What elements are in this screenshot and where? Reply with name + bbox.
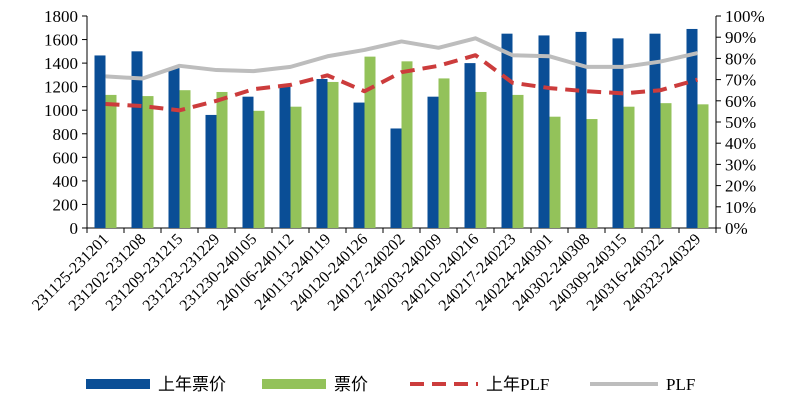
bar-fare	[105, 94, 117, 229]
line-last-year-plf	[105, 53, 699, 113]
bar-last-year-fare	[316, 79, 328, 228]
bar-fare	[179, 90, 191, 228]
legend-label: PLF	[666, 375, 695, 394]
bar-fare	[586, 119, 598, 228]
bar-fare	[216, 91, 228, 228]
bar-last-year-fare	[390, 128, 402, 228]
right-tick-label: 60%	[725, 92, 756, 111]
right-axis-ticks: 0% 10% 20% 30% 40% 50% 60% 70% 80% 90% 100%	[716, 7, 765, 238]
bar-last-year-fare	[464, 63, 476, 228]
legend-swatch	[262, 379, 326, 389]
legend-swatch	[86, 379, 150, 389]
bars	[94, 28, 709, 229]
left-tick-label: 600	[53, 148, 79, 167]
line-plf	[105, 36, 698, 81]
bar-last-year-fare	[279, 85, 291, 228]
bar-last-year-fare	[612, 38, 624, 228]
bar-last-year-fare	[538, 35, 550, 228]
bar-fare	[660, 103, 672, 228]
bar-fare	[549, 116, 561, 228]
right-tick-label: 30%	[725, 155, 756, 174]
left-axis-ticks: 0 200 400 600 800 1000 1200 1400 1600 1800	[44, 7, 87, 238]
right-tick-label: 0%	[725, 219, 748, 238]
legend-label: 票价	[334, 375, 368, 394]
legend-label: 上年PLF	[486, 375, 549, 394]
bar-last-year-fare	[649, 33, 661, 228]
right-tick-label: 100%	[725, 7, 765, 26]
left-tick-label: 400	[53, 172, 79, 191]
bar-fare	[290, 106, 302, 228]
bar-last-year-fare	[575, 31, 587, 229]
bar-fare	[253, 110, 265, 228]
bar-fare	[438, 78, 450, 228]
left-tick-label: 1800	[44, 7, 78, 26]
lines	[105, 36, 699, 113]
right-tick-label: 80%	[725, 49, 756, 68]
bar-last-year-fare	[205, 114, 217, 228]
bar-last-year-fare	[94, 55, 106, 229]
left-tick-label: 1400	[44, 54, 78, 73]
right-tick-label: 70%	[725, 71, 756, 90]
bar-fare	[327, 81, 339, 228]
left-tick-label: 200	[53, 195, 79, 214]
left-tick-label: 1200	[44, 78, 78, 97]
bar-last-year-fare	[353, 102, 365, 228]
right-tick-label: 50%	[725, 113, 756, 132]
bar-fare	[142, 96, 154, 228]
left-tick-label: 800	[53, 125, 79, 144]
category-labels: 231125-231201231202-231208231209-2312152…	[29, 231, 704, 315]
left-tick-label: 1600	[44, 31, 78, 50]
bar-fare	[697, 104, 709, 228]
legend-label: 上年票价	[158, 375, 226, 394]
bar-last-year-fare	[131, 51, 143, 229]
bar-last-year-fare	[168, 67, 180, 228]
right-tick-label: 20%	[725, 177, 756, 196]
bar-last-year-fare	[501, 33, 513, 228]
right-tick-label: 40%	[725, 134, 756, 153]
bar-fare	[475, 91, 487, 228]
bar-last-year-fare	[686, 28, 698, 229]
bar-fare	[512, 94, 524, 229]
bar-fare	[401, 61, 413, 228]
legend: 上年票价 票价 上年PLF PLF	[86, 375, 695, 394]
left-tick-label: 0	[70, 219, 79, 238]
left-tick-label: 1000	[44, 101, 78, 120]
bar-fare	[623, 106, 635, 228]
bar-fare	[364, 56, 376, 229]
bar-last-year-fare	[242, 96, 254, 228]
bar-last-year-fare	[427, 96, 439, 228]
right-tick-label: 10%	[725, 198, 756, 217]
right-tick-label: 90%	[725, 28, 756, 47]
